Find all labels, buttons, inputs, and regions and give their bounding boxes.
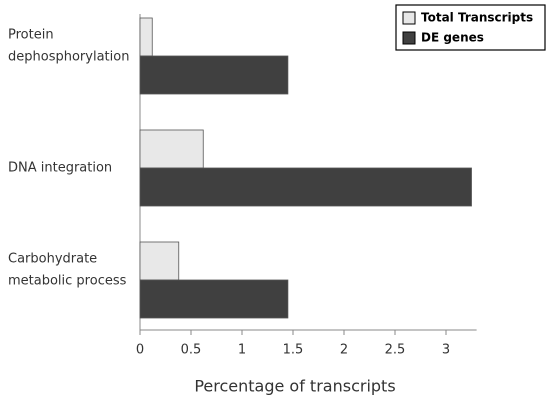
legend-box xyxy=(395,4,546,51)
x-tick-label: 2 xyxy=(340,343,348,358)
legend-swatch xyxy=(402,31,416,45)
bar xyxy=(139,129,204,169)
bar xyxy=(139,17,153,57)
bar xyxy=(139,167,472,207)
x-tick-label: 1 xyxy=(238,343,246,358)
x-tick-label: 2.5 xyxy=(385,343,406,358)
x-tick-label: 1.5 xyxy=(283,343,304,358)
x-tick-label: 3 xyxy=(442,343,450,358)
x-tick-label: 0.5 xyxy=(181,343,202,358)
bar xyxy=(139,241,180,281)
bar xyxy=(139,55,289,95)
x-tick-label: 0 xyxy=(136,343,144,358)
bar xyxy=(139,279,289,319)
legend-swatch xyxy=(402,11,416,25)
y-tick-label: metabolic process xyxy=(8,274,127,289)
y-tick-label: DNA integration xyxy=(8,161,112,176)
x-axis-label: Percentage of transcripts xyxy=(194,377,395,396)
y-tick-label: dephosphorylation xyxy=(8,50,129,65)
y-tick-label: Protein xyxy=(8,28,54,43)
legend-label: DE genes xyxy=(421,31,484,45)
y-tick-label: Carbohydrate xyxy=(8,252,97,267)
legend-label: Total Transcripts xyxy=(421,11,533,25)
